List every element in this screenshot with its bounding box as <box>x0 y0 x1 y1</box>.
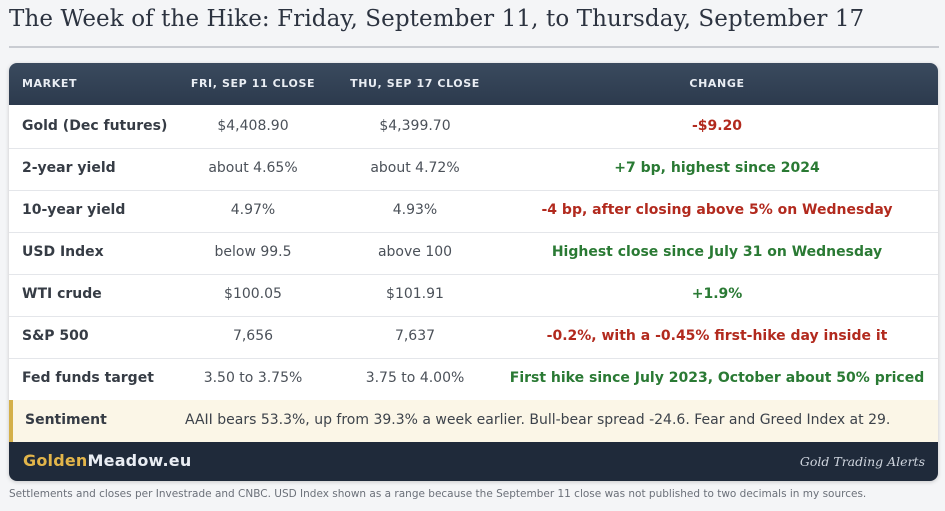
market-table: MARKET FRI, SEP 11 CLOSE THU, SEP 17 CLO… <box>9 63 938 481</box>
fri-close-cell: $4,408.90 <box>217 118 289 134</box>
header-fri-close: FRI, SEP 11 CLOSE <box>190 77 316 90</box>
tagline: Gold Trading Alerts <box>799 454 925 469</box>
thu-close-cell: $4,399.70 <box>379 118 451 134</box>
brand-logo: GoldenMeadow.eu <box>23 451 191 470</box>
table-row: S&P 500 7,656 7,637 -0.2%, with a -0.45% fi… <box>9 316 938 359</box>
table-row: 2-year yield about 4.65% about 4.72% +7 bp,… <box>9 148 938 191</box>
source-note: Settlements and closes per Investrade an… <box>9 488 867 500</box>
change-cell: First hike since July 2023, October abou… <box>509 370 925 386</box>
change-cell: +1.9% <box>691 286 743 302</box>
header-market: MARKET <box>22 77 78 90</box>
page-title: The Week of the Hike: Friday, September … <box>9 6 865 32</box>
footer-bar: GoldenMeadow.eu Gold Trading Alerts <box>9 442 938 481</box>
market-cell: Gold (Dec futures) <box>22 118 168 134</box>
fri-close-cell: 7,656 <box>232 328 274 344</box>
table-row: Fed funds target 3.50 to 3.75% 3.75 to 4.0… <box>9 358 938 401</box>
title-divider <box>9 46 939 48</box>
header-thu-close: THU, SEP 17 CLOSE <box>350 77 480 90</box>
fri-close-cell: $100.05 <box>224 286 282 302</box>
thu-close-cell: above 100 <box>377 244 453 260</box>
fri-close-cell: 4.97% <box>230 202 276 218</box>
table-row: Gold (Dec futures) $4,408.90 $4,399.70 -$9.… <box>9 106 938 149</box>
market-cell: Fed funds target <box>22 370 154 386</box>
table-header: MARKET FRI, SEP 11 CLOSE THU, SEP 17 CLO… <box>9 63 938 105</box>
market-cell: S&P 500 <box>22 328 89 344</box>
thu-close-cell: 3.75 to 4.00% <box>365 370 465 386</box>
header-change: CHANGE <box>689 77 745 90</box>
change-cell: -4 bp, after closing above 5% on Wednesd… <box>541 202 893 218</box>
market-cell: USD Index <box>22 244 104 260</box>
market-cell: 2-year yield <box>22 160 116 176</box>
fri-close-cell: below 99.5 <box>214 244 292 260</box>
market-cell: 10-year yield <box>22 202 126 218</box>
sentiment-label: Sentiment <box>25 412 107 428</box>
fri-close-cell: about 4.65% <box>208 160 298 176</box>
thu-close-cell: about 4.72% <box>370 160 460 176</box>
market-cell: WTI crude <box>22 286 102 302</box>
thu-close-cell: $101.91 <box>386 286 444 302</box>
brand-gold-text: Golden <box>23 451 88 470</box>
table-row: USD Index below 99.5 above 100 Highest clos… <box>9 232 938 275</box>
thu-close-cell: 4.93% <box>392 202 438 218</box>
sentiment-text: AAII bears 53.3%, up from 39.3% a week e… <box>185 412 891 428</box>
change-cell: +7 bp, highest since 2024 <box>614 160 820 176</box>
change-cell: -0.2%, with a -0.45% first-hike day insi… <box>546 328 888 344</box>
table-row: 10-year yield 4.97% 4.93% -4 bp, after clos… <box>9 190 938 233</box>
sentiment-row: Sentiment AAII bears 53.3%, up from 39.3… <box>9 400 938 442</box>
thu-close-cell: 7,637 <box>394 328 436 344</box>
change-cell: Highest close since July 31 on Wednesday <box>551 244 883 260</box>
change-cell: -$9.20 <box>691 118 743 134</box>
brand-rest-text: Meadow.eu <box>87 451 192 470</box>
fri-close-cell: 3.50 to 3.75% <box>203 370 303 386</box>
table-row: WTI crude $100.05 $101.91 +1.9% <box>9 274 938 317</box>
